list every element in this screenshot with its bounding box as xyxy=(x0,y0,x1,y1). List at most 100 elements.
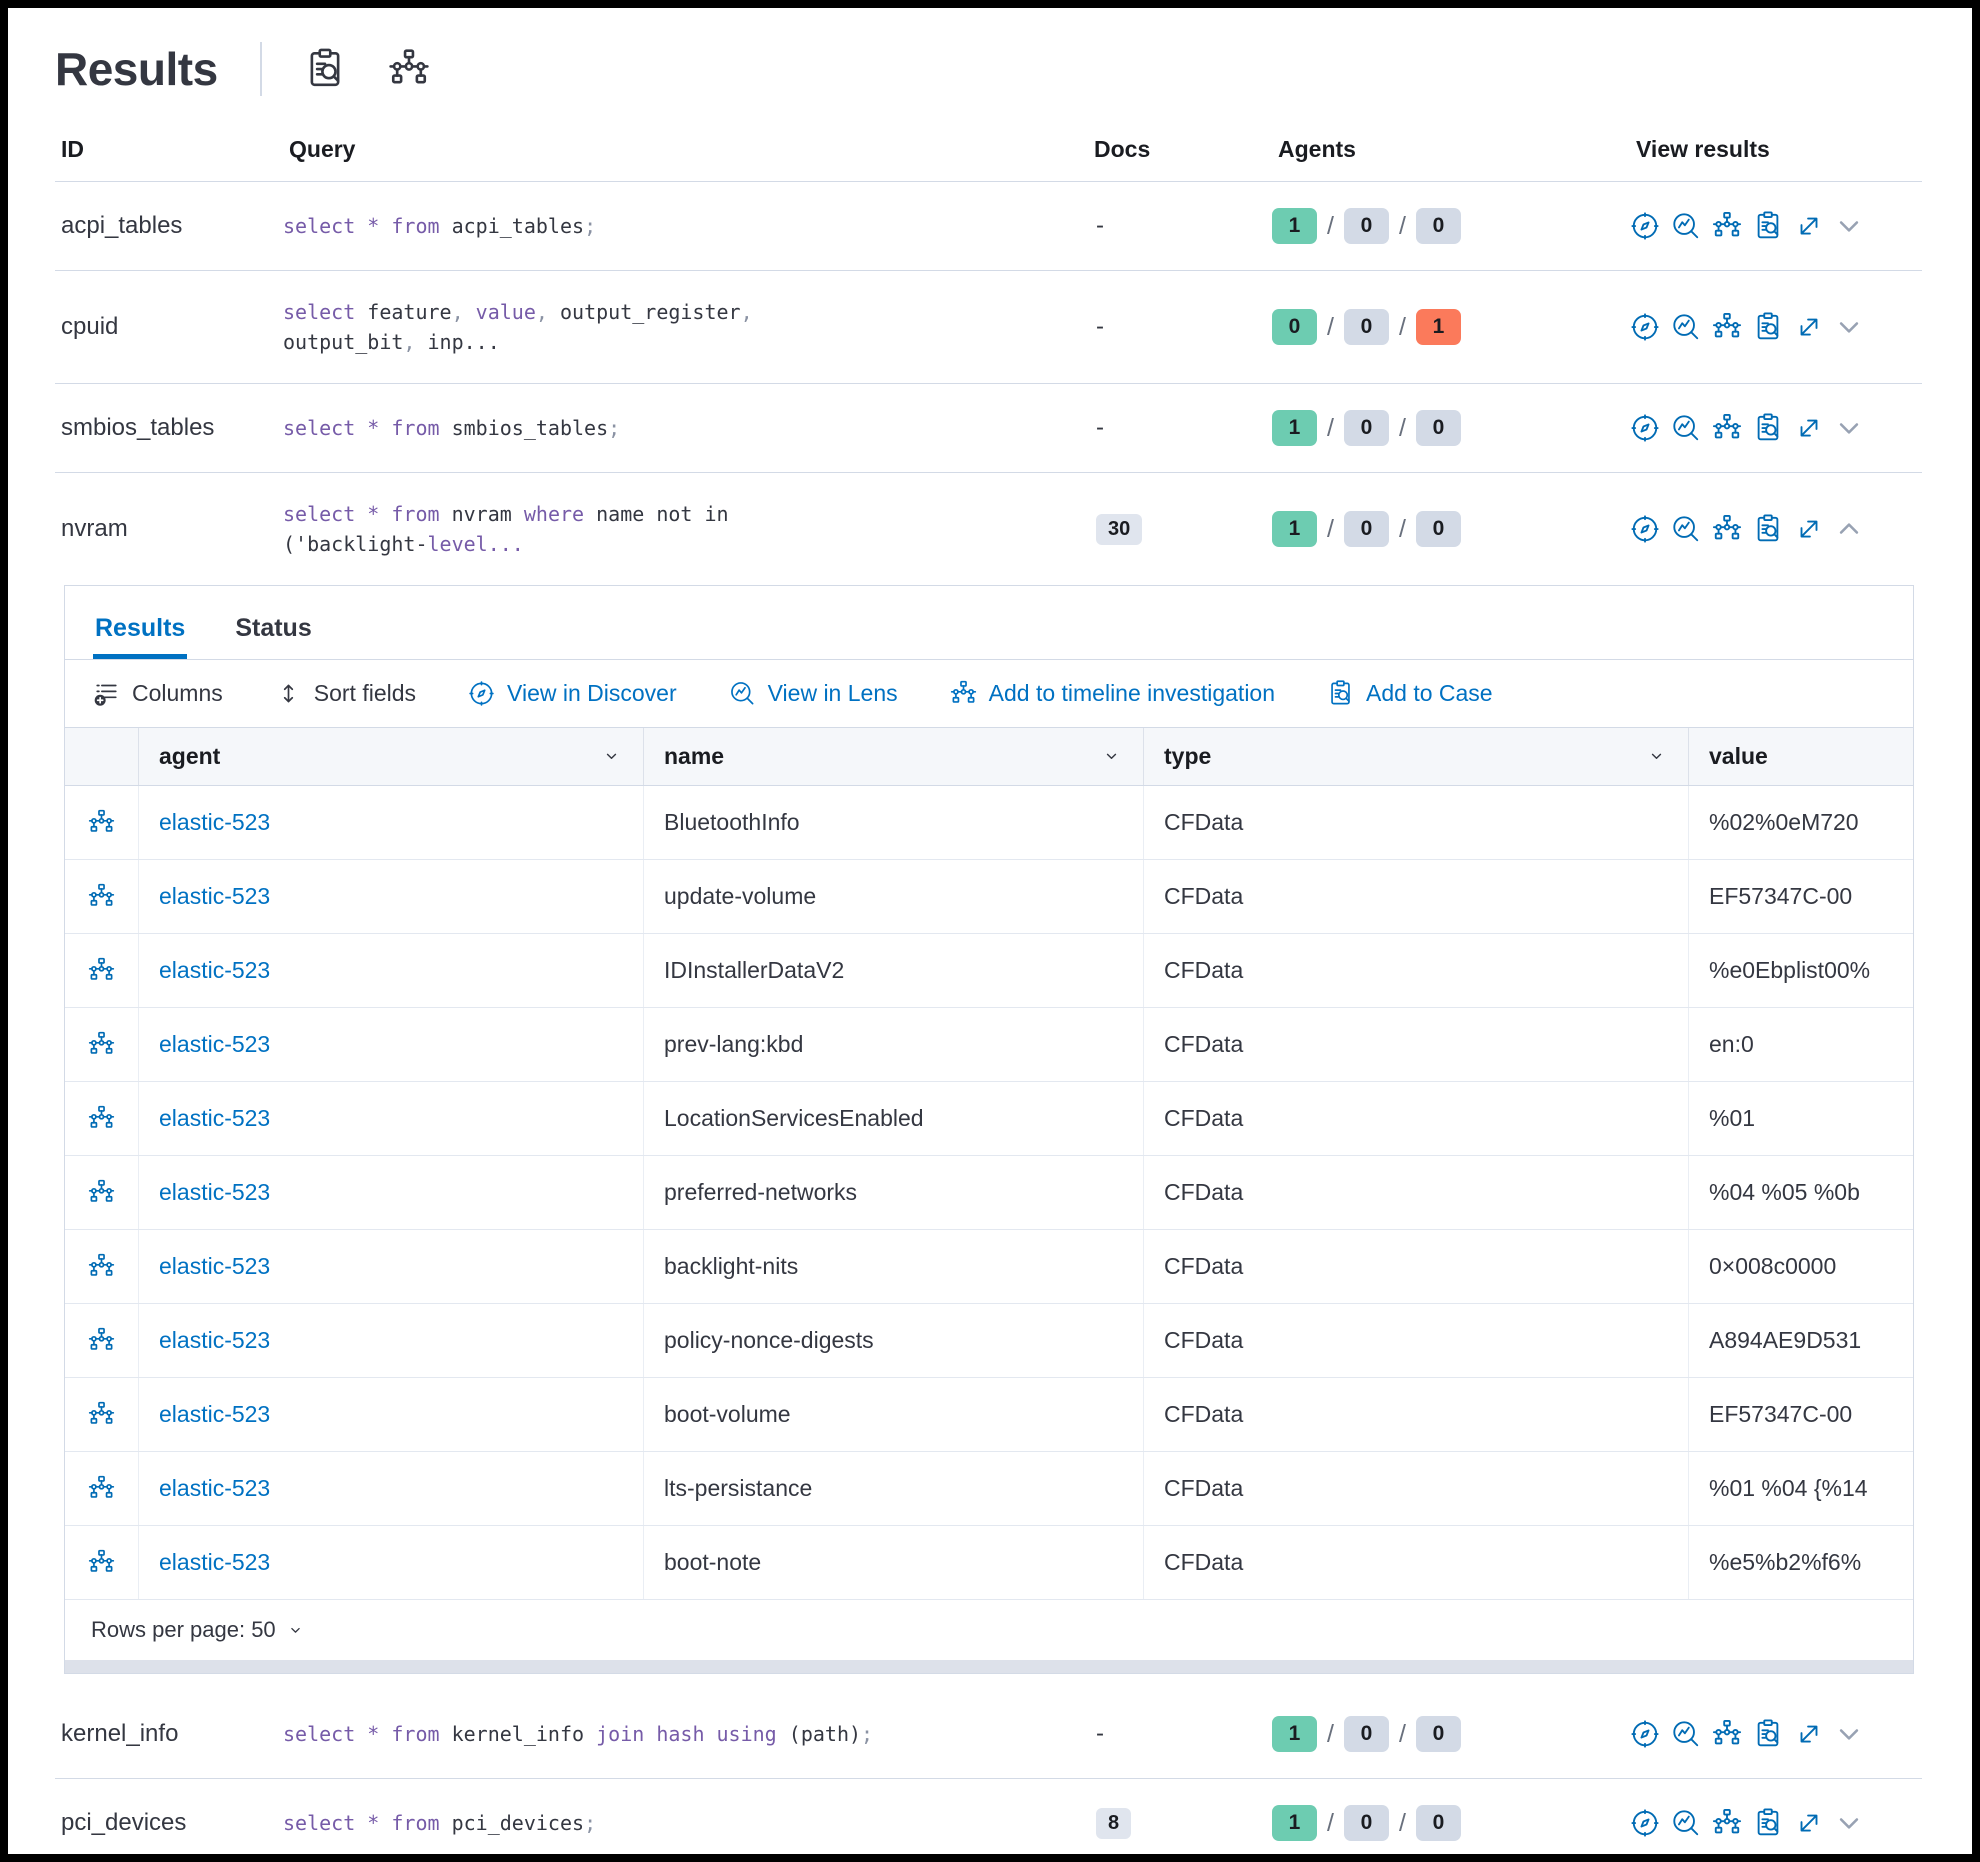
toolbar-view-in-discover[interactable]: View in Discover xyxy=(468,680,677,707)
discover-icon[interactable] xyxy=(1630,413,1660,443)
agent-link[interactable]: elastic-523 xyxy=(159,1253,271,1279)
add-to-timeline-icon[interactable] xyxy=(88,1031,115,1058)
agents-success-badge: 1 xyxy=(1272,511,1317,547)
agent-link[interactable]: elastic-523 xyxy=(159,1179,271,1205)
agent-link[interactable]: elastic-523 xyxy=(159,809,271,835)
timeline-icon[interactable] xyxy=(1712,312,1742,342)
column-header-type[interactable]: type xyxy=(1144,728,1689,785)
lens-icon[interactable] xyxy=(1671,211,1701,241)
add-to-timeline-icon[interactable] xyxy=(88,957,115,984)
query-code: select * from acpi_tables; xyxy=(283,211,1088,241)
agent-link[interactable]: elastic-523 xyxy=(159,1475,271,1501)
query-token: ; xyxy=(861,1722,874,1746)
expand-icon[interactable] xyxy=(1794,413,1824,443)
query-token: select xyxy=(283,1722,356,1746)
tab-results[interactable]: Results xyxy=(93,614,187,659)
add-to-timeline-icon[interactable] xyxy=(88,1401,115,1428)
add-to-timeline-icon[interactable] xyxy=(88,1475,115,1502)
discover-icon[interactable] xyxy=(1630,312,1660,342)
expand-row-icon[interactable] xyxy=(1835,1720,1863,1748)
timeline-icon xyxy=(950,680,977,707)
timeline-icon[interactable] xyxy=(1712,514,1742,544)
query-token: kernel_info xyxy=(439,1722,597,1746)
query-row: acpi_tables select * from acpi_tables; -… xyxy=(55,182,1922,271)
result-type: CFData xyxy=(1144,1156,1689,1229)
query-cell: select * from smbios_tables; xyxy=(283,413,1088,443)
lens-icon[interactable] xyxy=(1671,514,1701,544)
timeline-icon xyxy=(1712,1719,1742,1749)
query-token: * xyxy=(367,214,380,238)
toolbar-sort-fields[interactable]: Sort fields xyxy=(275,680,416,707)
result-name: lts-persistance xyxy=(644,1452,1144,1525)
discover-icon[interactable] xyxy=(1630,1808,1660,1838)
query-id: acpi_tables xyxy=(61,212,183,239)
result-row: elastic-523 policy-nonce-digests CFData … xyxy=(65,1304,1913,1378)
case-icon[interactable] xyxy=(1753,514,1783,544)
result-type: CFData xyxy=(1144,1230,1689,1303)
query-code: select * from kernel_info join hash usin… xyxy=(283,1719,1088,1749)
inspect-icon[interactable] xyxy=(304,48,346,90)
expand-row-icon[interactable] xyxy=(1835,414,1863,442)
agent-link[interactable]: elastic-523 xyxy=(159,957,271,983)
agent-link[interactable]: elastic-523 xyxy=(159,883,271,909)
add-to-timeline-icon[interactable] xyxy=(88,1253,115,1280)
result-name: IDInstallerDataV2 xyxy=(644,934,1144,1007)
agent-link[interactable]: elastic-523 xyxy=(159,1105,271,1131)
toolbar-view-in-lens[interactable]: View in Lens xyxy=(729,680,898,707)
expand-icon[interactable] xyxy=(1794,514,1824,544)
discover-icon[interactable] xyxy=(1630,1719,1660,1749)
docs-count: - xyxy=(1096,212,1104,239)
expand-icon[interactable] xyxy=(1794,1719,1824,1749)
timeline-icon[interactable] xyxy=(1712,1808,1742,1838)
horizontal-scrollbar[interactable] xyxy=(65,1660,1913,1673)
discover-icon[interactable] xyxy=(1630,211,1660,241)
expand-icon[interactable] xyxy=(1794,1808,1824,1838)
expand-row-icon[interactable] xyxy=(1835,1809,1863,1837)
toolbar-label: View in Discover xyxy=(507,680,677,706)
case-icon[interactable] xyxy=(1753,1808,1783,1838)
agent-link[interactable]: elastic-523 xyxy=(159,1401,271,1427)
case-icon[interactable] xyxy=(1753,1719,1783,1749)
agent-link[interactable]: elastic-523 xyxy=(159,1031,271,1057)
timeline-icon[interactable] xyxy=(1712,211,1742,241)
discover-icon[interactable] xyxy=(1630,514,1660,544)
case-icon[interactable] xyxy=(1753,312,1783,342)
timeline-icon[interactable] xyxy=(1712,413,1742,443)
lens-icon[interactable] xyxy=(1671,1808,1701,1838)
timeline-icon[interactable] xyxy=(388,48,430,90)
lens-icon[interactable] xyxy=(1671,312,1701,342)
query-token: from xyxy=(391,1811,440,1835)
toolbar-columns[interactable]: Columns xyxy=(93,680,223,707)
expand-row-icon[interactable] xyxy=(1835,313,1863,341)
add-to-timeline-icon[interactable] xyxy=(88,809,115,836)
toolbar-add-to-timeline-investigation[interactable]: Add to timeline investigation xyxy=(950,680,1275,707)
case-icon[interactable] xyxy=(1753,211,1783,241)
expand-icon[interactable] xyxy=(1794,312,1824,342)
add-to-timeline-icon[interactable] xyxy=(88,883,115,910)
column-header-agent[interactable]: agent xyxy=(139,728,644,785)
agent-link[interactable]: elastic-523 xyxy=(159,1549,271,1575)
column-header-name[interactable]: name xyxy=(644,728,1144,785)
lens-icon[interactable] xyxy=(1671,1719,1701,1749)
rows-per-page-button[interactable]: Rows per page: 50 xyxy=(91,1617,306,1643)
result-row: elastic-523 boot-note CFData %e5%b2%f6% xyxy=(65,1526,1913,1600)
toolbar-add-to-case[interactable]: Add to Case xyxy=(1327,680,1493,707)
add-to-timeline-icon[interactable] xyxy=(88,1105,115,1132)
expand-icon[interactable] xyxy=(1794,211,1824,241)
column-header-value[interactable]: value xyxy=(1689,728,1913,785)
result-value: EF57347C-00 xyxy=(1709,1401,1853,1427)
add-to-timeline-icon[interactable] xyxy=(88,1179,115,1206)
query-token: join hash using xyxy=(596,1722,777,1746)
expand-row-icon[interactable] xyxy=(1835,212,1863,240)
results-table-header: ID Query Docs Agents View results xyxy=(55,126,1922,182)
tab-status[interactable]: Status xyxy=(233,614,313,659)
lens-icon[interactable] xyxy=(1671,413,1701,443)
timeline-icon[interactable] xyxy=(1712,1719,1742,1749)
case-icon[interactable] xyxy=(1753,413,1783,443)
result-value: %02%0eM720 xyxy=(1709,809,1859,835)
collapse-row-icon[interactable] xyxy=(1835,515,1863,543)
add-to-timeline-icon[interactable] xyxy=(88,1549,115,1576)
agent-link[interactable]: elastic-523 xyxy=(159,1327,271,1353)
add-to-timeline-icon[interactable] xyxy=(88,1327,115,1354)
query-token: select xyxy=(283,502,356,526)
